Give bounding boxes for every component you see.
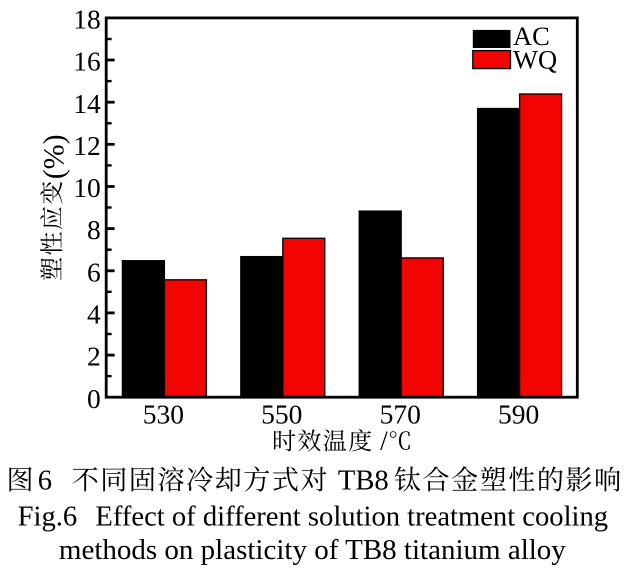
svg-text:0: 0 [87, 383, 101, 414]
svg-text:6: 6 [38, 465, 52, 496]
svg-text:Effect of different solution t: Effect of different solution treatment c… [95, 501, 608, 532]
svg-text:(%): (%) [37, 134, 70, 179]
svg-text:10: 10 [73, 172, 101, 203]
svg-text:WQ: WQ [513, 44, 557, 74]
svg-text:550: 550 [261, 398, 302, 429]
svg-text:Fig.6: Fig.6 [18, 501, 78, 532]
svg-text:TB8: TB8 [338, 465, 389, 496]
svg-text:6: 6 [87, 256, 101, 287]
svg-text:590: 590 [498, 398, 539, 429]
svg-text:570: 570 [380, 398, 421, 429]
svg-text:8: 8 [87, 214, 101, 245]
svg-text:18: 18 [73, 4, 101, 35]
svg-text:12: 12 [73, 130, 101, 161]
svg-text:2: 2 [87, 341, 101, 372]
svg-text:methods on plasticity of TB8 t: methods on plasticity of TB8 titanium al… [59, 534, 566, 566]
svg-text:16: 16 [73, 46, 101, 77]
svg-text:AC: AC [513, 21, 550, 51]
svg-text:14: 14 [73, 88, 101, 119]
svg-text:/: / [380, 425, 388, 456]
svg-text:530: 530 [143, 398, 184, 429]
svg-text:4: 4 [87, 299, 101, 330]
